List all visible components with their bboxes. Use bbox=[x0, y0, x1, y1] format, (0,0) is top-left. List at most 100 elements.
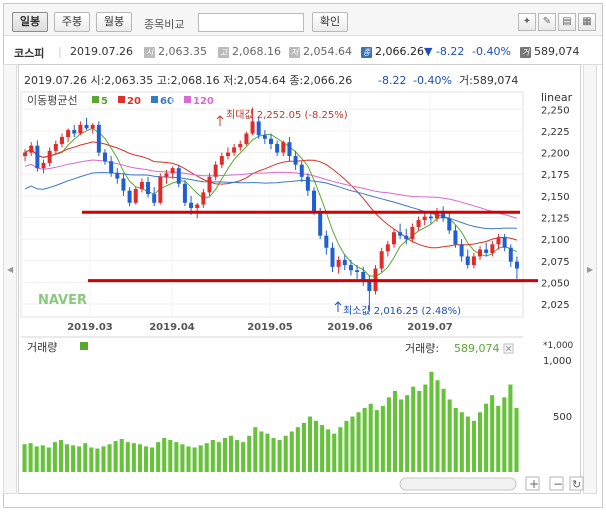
y-tick-label: 2,150 bbox=[541, 192, 570, 203]
tab-monthly[interactable]: 월봉 bbox=[96, 12, 132, 32]
confirm-button[interactable]: 확인 bbox=[312, 12, 348, 32]
candle-body bbox=[244, 133, 249, 144]
candle-body bbox=[379, 251, 384, 269]
tab-daily[interactable]: 일봉 bbox=[12, 12, 48, 32]
volume-bar bbox=[399, 399, 404, 472]
volume-bar bbox=[265, 433, 270, 472]
compare-input[interactable] bbox=[198, 13, 304, 32]
candle-body bbox=[496, 237, 501, 245]
ohlc-header: 2019.07.26 시:2,063.35 고:2,068.16 저:2,054… bbox=[24, 74, 352, 87]
volume-bar bbox=[332, 433, 337, 472]
candle-body bbox=[453, 230, 458, 245]
close-x-glyph bbox=[505, 345, 512, 352]
volume-bar bbox=[277, 440, 282, 472]
scroll-left-handle[interactable]: ◀ bbox=[3, 64, 17, 494]
candle-body bbox=[416, 220, 421, 227]
x-tick-label: 2019.06 bbox=[327, 322, 373, 333]
legend-label-20: 20 bbox=[127, 96, 141, 107]
candle-body bbox=[84, 124, 89, 129]
candle-body bbox=[219, 156, 224, 165]
volume-multiplier: *1,000 bbox=[543, 341, 574, 351]
y-tick-label: 2,225 bbox=[541, 127, 570, 138]
candle-body bbox=[170, 168, 175, 174]
volume-bar bbox=[459, 412, 464, 472]
zoom-out-button[interactable] bbox=[549, 476, 564, 491]
price-plot-area bbox=[20, 91, 524, 318]
candle-body bbox=[250, 121, 255, 134]
candle-body bbox=[330, 247, 335, 267]
candle-body bbox=[398, 232, 403, 236]
candle-body bbox=[508, 247, 513, 262]
volume-bar bbox=[295, 427, 300, 472]
bulb-icon[interactable]: ✦ bbox=[518, 13, 536, 31]
layout-icon[interactable]: ▤ bbox=[558, 13, 576, 31]
volume-bar bbox=[338, 427, 343, 472]
volume-bar bbox=[417, 390, 422, 472]
candle-body bbox=[441, 211, 446, 219]
candle-body bbox=[336, 259, 341, 267]
candle-body bbox=[152, 194, 157, 203]
candle-body bbox=[133, 188, 138, 203]
scroll-right-handle[interactable]: ▶ bbox=[583, 64, 597, 494]
ma-legend-title: 이동평균선 bbox=[27, 94, 78, 107]
volume-value: 589,074 bbox=[454, 342, 500, 355]
pencil-icon[interactable]: ✎ bbox=[538, 13, 556, 31]
candle-body bbox=[361, 272, 366, 281]
volume-bar bbox=[222, 437, 227, 472]
max-annotation: 최대값 2,252.05 (-8.25%) bbox=[226, 109, 348, 121]
candle-body bbox=[502, 237, 507, 248]
legend-label-120: 120 bbox=[193, 96, 214, 107]
tab-weekly[interactable]: 주봉 bbox=[54, 12, 90, 32]
candle-body bbox=[121, 178, 126, 191]
refresh-button[interactable] bbox=[569, 476, 584, 491]
candle-body bbox=[59, 137, 64, 144]
y-tick-label: 2,025 bbox=[541, 300, 570, 311]
change-pct: -0.40% bbox=[472, 45, 511, 58]
toolbar: 일봉 주봉 월봉 종목비교 확인 ✦ ✎ ▤ ▦ bbox=[4, 4, 602, 36]
candle-body bbox=[90, 124, 95, 129]
volume-bar bbox=[380, 405, 385, 472]
volume-bar bbox=[113, 441, 118, 472]
volume-bar bbox=[186, 446, 191, 472]
candle-body bbox=[139, 182, 144, 189]
volume-bar bbox=[374, 410, 379, 472]
volume-bar bbox=[150, 447, 155, 472]
volume-bar bbox=[216, 442, 221, 472]
volume-bar bbox=[247, 435, 252, 472]
volume-bar bbox=[210, 440, 215, 472]
low-tag: 저 bbox=[289, 47, 300, 58]
volume-bar bbox=[28, 443, 33, 472]
candle-body bbox=[256, 121, 261, 136]
volume-bar bbox=[22, 444, 27, 472]
close-tag: 종 bbox=[361, 47, 372, 58]
horizontal-scrollbar[interactable] bbox=[399, 477, 517, 491]
candle-body bbox=[96, 124, 101, 153]
candle-body bbox=[287, 142, 292, 157]
candle-body bbox=[514, 261, 519, 269]
candle-body bbox=[275, 143, 280, 153]
volume-number: 589,074 bbox=[534, 45, 580, 58]
zoom-in-button[interactable] bbox=[525, 476, 540, 491]
quote-bar: 코스피 | 2019.07.26 시 2,063.35 고 2,068.16 저 2,… bbox=[4, 37, 602, 65]
volume-tick-1000: 1,000 bbox=[543, 356, 572, 367]
min-arrow-icon bbox=[334, 301, 342, 312]
stock-name: 코스피 bbox=[14, 47, 45, 60]
volume-bar bbox=[307, 416, 313, 472]
high-number: 2,068.16 bbox=[232, 45, 281, 58]
grid-icon[interactable]: ▦ bbox=[578, 13, 596, 31]
candle-body bbox=[490, 244, 495, 253]
candle-body bbox=[281, 142, 286, 153]
moving-average-lines bbox=[24, 127, 518, 278]
candle-body bbox=[465, 256, 470, 266]
date-x-axis: 2019.03 2019.04 2019.05 2019.06 2019.07 bbox=[67, 322, 453, 333]
close-value: 종 2,066.26 bbox=[361, 45, 424, 58]
volume-bar bbox=[40, 445, 45, 472]
volume-bar bbox=[253, 427, 258, 472]
legend-swatch-120 bbox=[184, 96, 191, 103]
candle-body bbox=[29, 145, 34, 153]
price-y-axis: 2,025 2,050 2,075 2,100 2,125 2,150 2,175 2,200… bbox=[541, 105, 570, 311]
legend-label-5: 5 bbox=[101, 96, 108, 107]
volume-bar bbox=[192, 447, 197, 472]
candle-body bbox=[53, 143, 58, 151]
